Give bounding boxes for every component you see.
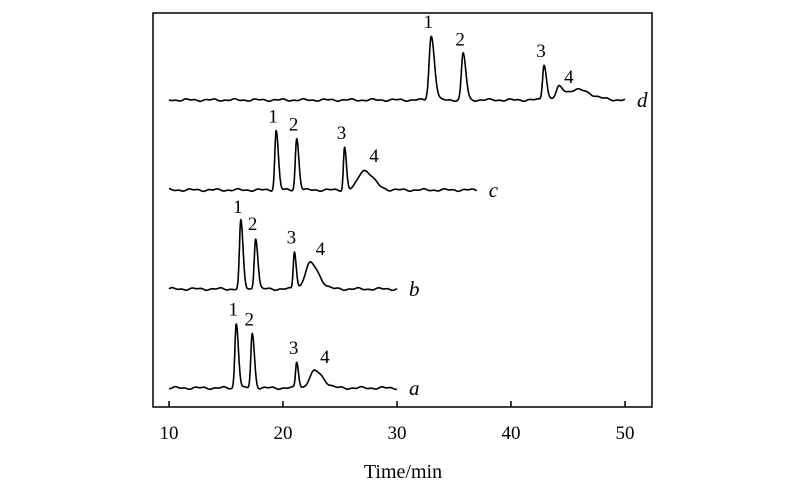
peak-label-d-1: 1 (423, 12, 433, 33)
peak-label-c-1: 1 (268, 107, 278, 128)
peak-label-c-2: 2 (289, 115, 299, 136)
traces (168, 35, 626, 391)
x-tick-label-10: 10 (160, 423, 179, 444)
trace-b (168, 218, 398, 292)
x-axis-title: Time/min (364, 461, 442, 483)
x-tick-label-40: 40 (502, 423, 521, 444)
peak-label-b-4: 4 (316, 239, 326, 260)
x-axis-ticks (168, 401, 626, 407)
peak-label-d-3: 3 (536, 41, 546, 62)
trace-label-d: d (637, 88, 648, 112)
peak-label-a-1: 1 (229, 299, 239, 320)
peak-label-a-2: 2 (244, 310, 254, 331)
x-tick-label-50: 50 (616, 423, 635, 444)
peak-label-d-4: 4 (564, 67, 574, 88)
plot-frame (152, 12, 653, 408)
peak-label-b-3: 3 (287, 228, 297, 249)
peak-label-a-4: 4 (320, 347, 330, 368)
trace-label-b: b (409, 277, 420, 301)
peak-label-a-3: 3 (289, 338, 299, 359)
peak-label-c-4: 4 (369, 146, 379, 167)
peak-label-b-2: 2 (248, 214, 258, 235)
peak-label-c-3: 3 (337, 123, 347, 144)
trace-label-c: c (489, 178, 499, 202)
trace-a (168, 323, 398, 391)
x-tick-label-30: 30 (388, 423, 407, 444)
peak-label-b-1: 1 (233, 197, 243, 218)
trace-labels: a b c d (409, 88, 648, 400)
trace-d (168, 35, 626, 103)
trace-label-a: a (409, 376, 420, 400)
x-axis-tick-labels: 10 20 30 40 50 (160, 423, 635, 444)
trace-c (168, 129, 478, 193)
peak-label-d-2: 2 (455, 29, 465, 50)
x-tick-label-20: 20 (274, 423, 293, 444)
